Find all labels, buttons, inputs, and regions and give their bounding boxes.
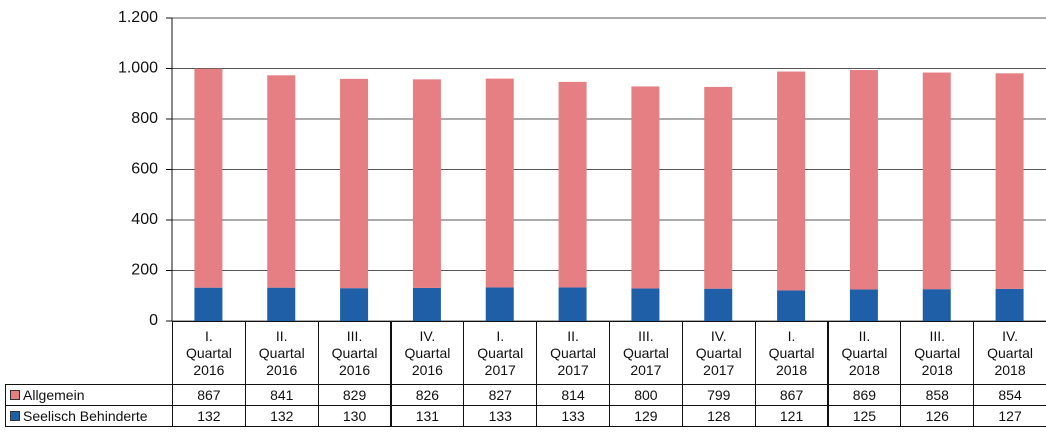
data-label: 133	[536, 405, 610, 427]
bar-segment	[194, 287, 223, 321]
data-label: 125	[827, 405, 902, 427]
bar-segment	[194, 68, 223, 288]
data-label: 814	[536, 384, 610, 406]
bar-segment	[849, 70, 878, 290]
y-tick-label: 0	[149, 312, 158, 329]
bar-segment	[267, 287, 296, 321]
data-label: 121	[754, 405, 829, 427]
data-label: 799	[681, 384, 756, 406]
bar-segment	[777, 290, 806, 321]
bar-segment	[340, 288, 369, 321]
category-label: II. Quartal 2017	[536, 321, 610, 385]
data-label: 132	[172, 405, 246, 427]
y-tick-label: 800	[131, 110, 158, 127]
bar-segment	[849, 289, 878, 321]
category-label: III. Quartal 2017	[609, 321, 683, 385]
data-label: 826	[390, 384, 465, 406]
bar-segment	[412, 79, 441, 288]
data-label: 131	[390, 405, 465, 427]
bar-segment	[922, 289, 951, 321]
bar-segment	[631, 288, 660, 321]
data-label: 827	[463, 384, 538, 406]
y-tick-label: 200	[131, 262, 158, 279]
category-label: IV. Quartal 2016	[390, 321, 465, 385]
data-label: 126	[900, 405, 975, 427]
data-label: 800	[609, 384, 683, 406]
legend-entry: Seelisch Behinderte	[5, 405, 173, 427]
legend-swatch	[10, 390, 20, 400]
bar-segment	[485, 78, 514, 288]
y-tick-label: 1.200	[118, 9, 158, 26]
y-tick-label: 400	[131, 211, 158, 228]
data-label: 858	[900, 384, 975, 406]
category-label: I. Quartal 2017	[463, 321, 538, 385]
bar-segment	[558, 287, 587, 321]
legend-entry: Allgemein	[5, 384, 173, 406]
data-label: 128	[681, 405, 756, 427]
category-label: I. Quartal 2016	[172, 321, 246, 385]
data-label: 854	[973, 384, 1046, 406]
bar-segment	[267, 75, 296, 288]
data-label: 127	[973, 405, 1046, 427]
legend-label: Seelisch Behinderte	[23, 407, 148, 424]
data-label: 129	[609, 405, 683, 427]
bar-segment	[704, 86, 733, 289]
category-label: II. Quartal 2016	[244, 321, 319, 385]
data-label: 829	[317, 384, 392, 406]
category-label: II. Quartal 2018	[827, 321, 902, 385]
category-label: IV. Quartal 2017	[681, 321, 756, 385]
bar-segment	[777, 71, 806, 291]
bar-segment	[485, 287, 514, 321]
data-label: 869	[827, 384, 902, 406]
legend-swatch	[10, 411, 20, 421]
legend-label: Allgemein	[23, 386, 85, 403]
category-label: IV. Quartal 2018	[973, 321, 1046, 385]
category-label: III. Quartal 2018	[900, 321, 975, 385]
bar-segment	[631, 86, 660, 289]
y-tick-label: 600	[131, 161, 158, 178]
bar-segment	[340, 78, 369, 289]
y-tick-label: 1.000	[118, 60, 158, 77]
data-label: 867	[754, 384, 829, 406]
data-label: 841	[244, 384, 319, 406]
bar-segment	[704, 288, 733, 321]
bar-segment	[995, 288, 1024, 321]
data-label: 867	[172, 384, 246, 406]
bar-segment	[995, 73, 1024, 289]
data-label: 132	[244, 405, 319, 427]
data-label: 133	[463, 405, 538, 427]
bar-segment	[558, 81, 587, 288]
bar-segment	[412, 287, 441, 321]
bar-segment	[922, 72, 951, 290]
category-label: III. Quartal 2016	[317, 321, 392, 385]
data-label: 130	[317, 405, 392, 427]
category-label: I. Quartal 2018	[754, 321, 829, 385]
